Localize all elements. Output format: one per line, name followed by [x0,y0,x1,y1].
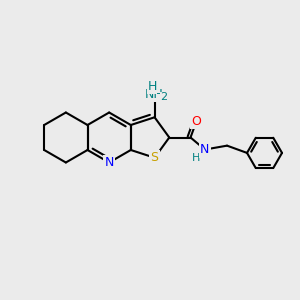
Text: H: H [147,80,157,93]
Text: N: N [104,156,114,169]
Text: S: S [151,151,159,164]
Text: 2: 2 [160,92,168,102]
Text: N: N [200,143,210,156]
Text: H: H [192,153,200,163]
Text: NH: NH [145,88,164,101]
Text: O: O [192,115,201,128]
